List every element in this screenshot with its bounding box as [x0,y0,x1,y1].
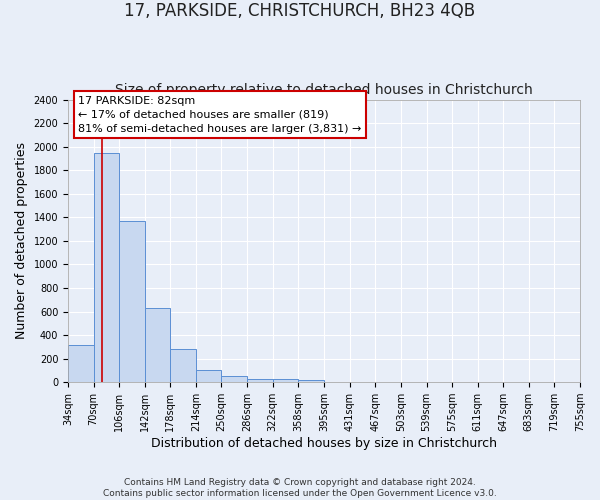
Text: 17 PARKSIDE: 82sqm
← 17% of detached houses are smaller (819)
81% of semi-detach: 17 PARKSIDE: 82sqm ← 17% of detached hou… [78,96,361,134]
Bar [145,308,170,382]
Bar [196,370,221,382]
Text: Contains HM Land Registry data © Crown copyright and database right 2024.
Contai: Contains HM Land Registry data © Crown c… [103,478,497,498]
Bar [170,349,196,382]
X-axis label: Distribution of detached houses by size in Christchurch: Distribution of detached houses by size … [151,437,497,450]
Title: Size of property relative to detached houses in Christchurch: Size of property relative to detached ho… [115,83,533,97]
Bar [298,380,323,382]
Bar [119,221,145,382]
Bar [247,378,272,382]
Y-axis label: Number of detached properties: Number of detached properties [15,142,28,340]
Bar [68,344,94,382]
Bar [94,152,119,382]
Bar [272,380,298,382]
Bar [221,376,247,382]
Text: 17, PARKSIDE, CHRISTCHURCH, BH23 4QB: 17, PARKSIDE, CHRISTCHURCH, BH23 4QB [124,2,476,21]
